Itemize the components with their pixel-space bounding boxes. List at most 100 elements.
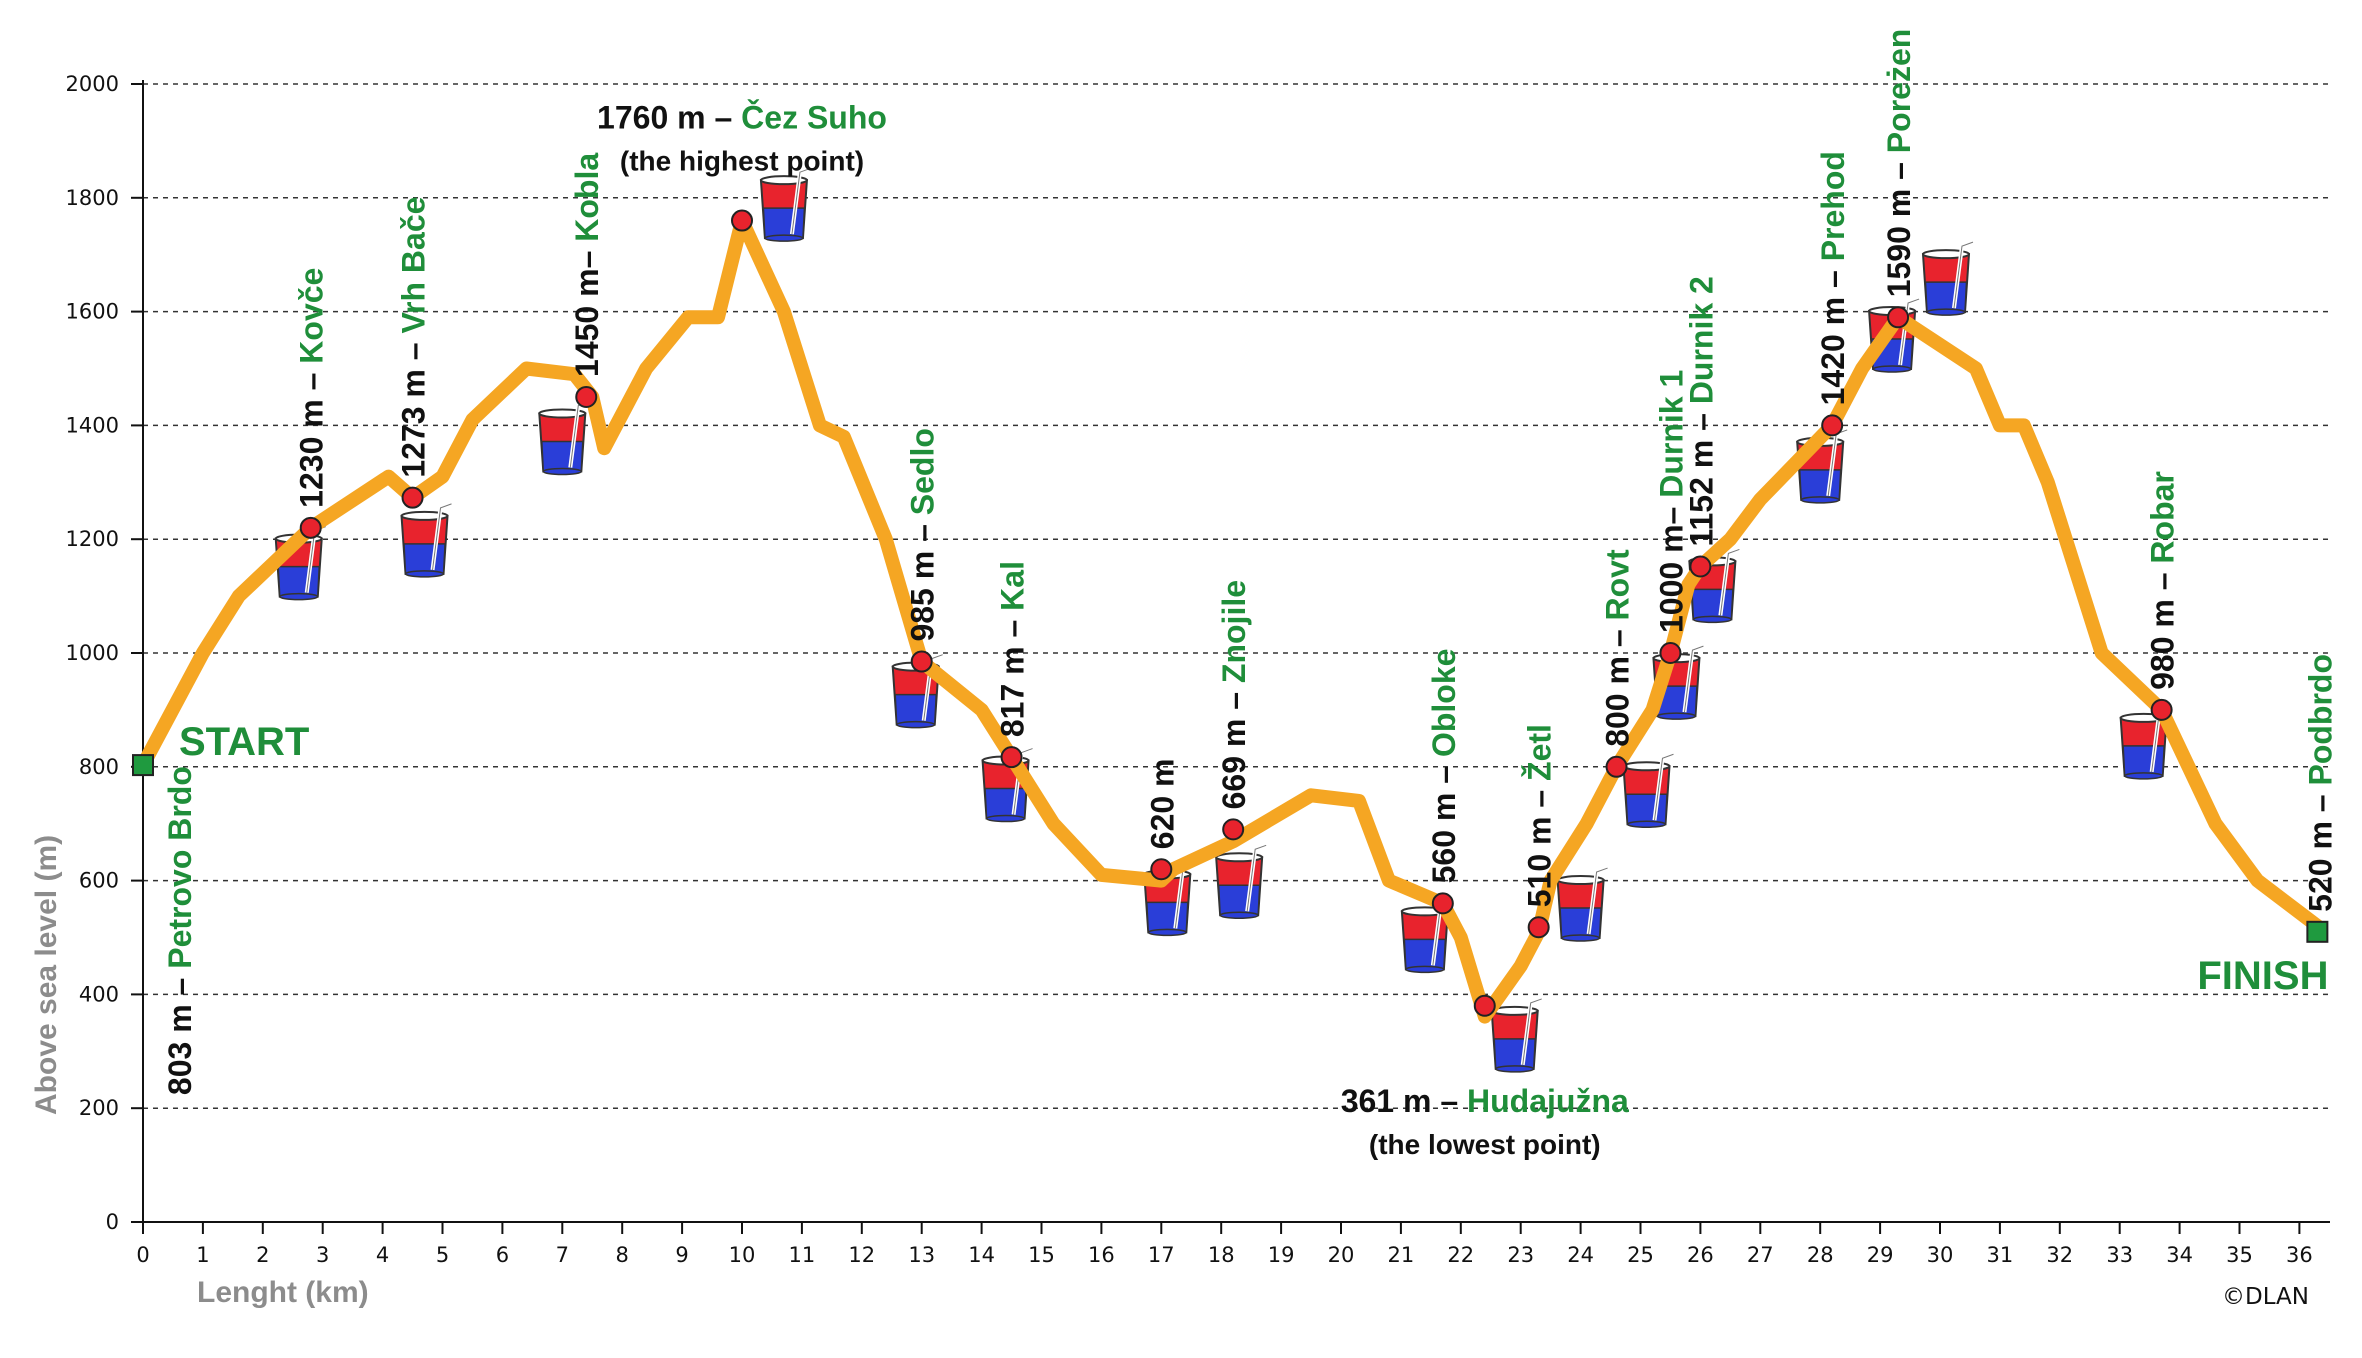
- start-marker: [132, 754, 154, 777]
- checkpoint-label: 800 m – Rovt: [1600, 549, 1636, 747]
- checkpoint-dot: [1222, 818, 1245, 841]
- checkpoint-altitude: 361 m –: [1341, 1083, 1467, 1119]
- checkpoint-name: Durnik 1: [1653, 370, 1689, 498]
- checkpoint-dot: [1527, 916, 1550, 939]
- checkpoint-dot: [401, 486, 424, 509]
- x-tick-label: 23: [1507, 1243, 1534, 1267]
- checkpoint-dot: [1000, 746, 1023, 769]
- checkpoint-label: 1420 m – Prehod: [1815, 151, 1851, 405]
- checkpoint-dot: [2150, 698, 2173, 721]
- x-tick-label: 5: [436, 1243, 449, 1267]
- drink-glass-icon: [1621, 752, 1676, 830]
- start-label: START: [179, 720, 309, 764]
- checkpoint-label: 620 m: [1144, 758, 1180, 849]
- checkpoint-note: (the lowest point): [1369, 1129, 1601, 1160]
- checkpoint-name: Znojile: [1216, 580, 1252, 683]
- checkpoint-label: 1760 m – Čez Suho: [597, 100, 887, 136]
- checkpoint-name: Kal: [995, 561, 1031, 611]
- x-tick-label: 33: [2106, 1243, 2133, 1267]
- y-tick-label: 1400: [66, 413, 119, 437]
- checkpoint-label: 817 m – Kal: [995, 561, 1031, 737]
- checkpoint-dot: [1605, 755, 1628, 778]
- x-tick-label: 22: [1447, 1243, 1474, 1267]
- drink-glass-icon: [399, 501, 454, 579]
- checkpoint-label: 1152 m – Durnik 2: [1683, 276, 1719, 546]
- copyright-label: ©DLAN: [2222, 1284, 2309, 1310]
- checkpoint-name: Vrh Bače: [396, 197, 432, 334]
- x-tick-label: 18: [1208, 1243, 1235, 1267]
- x-tick-label: 16: [1088, 1243, 1115, 1267]
- checkpoint-name: Durnik 2: [1683, 276, 1719, 404]
- checkpoint-dot: [299, 516, 322, 539]
- checkpoint-altitude: 510 m –: [1522, 781, 1558, 907]
- x-tick-label: 27: [1747, 1243, 1774, 1267]
- y-tick-label: 800: [79, 755, 119, 779]
- checkpoint-label: 1450 m– Kobla: [569, 153, 605, 377]
- drink-glass-icon: [1920, 240, 1975, 318]
- checkpoint-altitude: 669 m –: [1216, 683, 1252, 809]
- axes: 0 1 2 3 4 5 6 7 8 9 10 11 12 13 14 15 16 17 18 19 20 21 22 23 24…: [131, 80, 2330, 1267]
- x-tick-label: 36: [2286, 1243, 2313, 1267]
- x-tick-label: 7: [556, 1243, 569, 1267]
- x-axis-title: Lenght (km): [197, 1276, 369, 1309]
- checkpoint-name: Prehod: [1815, 151, 1851, 261]
- checkpoint-dot: [1473, 994, 1496, 1017]
- drink-glass-icon: [1489, 996, 1544, 1074]
- y-tick-label: 1200: [66, 527, 119, 551]
- x-tick-label: 32: [2046, 1243, 2073, 1267]
- checkpoint-altitude: 1450 m–: [569, 242, 605, 377]
- finish-marker: [2306, 920, 2329, 943]
- checkpoint-markers: [132, 209, 2329, 1017]
- y-tick-label: 400: [79, 982, 119, 1006]
- x-tick-label: 25: [1627, 1243, 1654, 1267]
- x-tick-label: 20: [1328, 1243, 1355, 1267]
- x-tick-label: 31: [1987, 1243, 2014, 1267]
- checkpoint-label: 510 m – Žetl: [1522, 724, 1558, 907]
- checkpoint-name: Poreżen: [1881, 29, 1917, 153]
- checkpoint-label: 985 m – Sedlo: [905, 428, 941, 641]
- checkpoint-altitude: 1000 m–: [1653, 498, 1689, 633]
- checkpoint-label: 1273 m – Vrh Bače: [396, 197, 432, 478]
- x-tick-label: 14: [968, 1243, 995, 1267]
- checkpoint-label: 361 m – Hudajužna: [1341, 1083, 1629, 1119]
- x-tick-label: 13: [908, 1243, 935, 1267]
- x-tick-label: 4: [376, 1243, 389, 1267]
- x-tick-label: 17: [1148, 1243, 1175, 1267]
- checkpoint-altitude: 980 m –: [2145, 564, 2181, 690]
- finish-altitude: 520 m –: [2302, 785, 2338, 911]
- x-tick-label: 9: [675, 1243, 688, 1267]
- x-tick-label: 6: [496, 1243, 509, 1267]
- checkpoint-name: Kovče: [294, 268, 330, 364]
- x-tick-label: 1: [196, 1243, 209, 1267]
- drink-glass-icon: [537, 399, 592, 477]
- elevation-line: [136, 213, 2325, 1024]
- x-tick-label: 34: [2166, 1243, 2193, 1267]
- checkpoint-altitude: 1420 m –: [1815, 261, 1851, 405]
- x-tick-label: 21: [1388, 1243, 1415, 1267]
- finish-location-label: 520 m – Podbrdo: [2302, 654, 2338, 912]
- x-tick-label: 29: [1867, 1243, 1894, 1267]
- x-tick-label: 30: [1927, 1243, 1954, 1267]
- checkpoint-altitude: 620 m: [1144, 758, 1180, 849]
- checkpoint-altitude: 560 m –: [1426, 757, 1462, 883]
- checkpoint-dot: [1150, 858, 1173, 881]
- checkpoint-dot: [1821, 414, 1844, 437]
- start-altitude: 803 m –: [162, 969, 198, 1095]
- checkpoint-dot: [1659, 642, 1682, 664]
- x-tick-label: 19: [1268, 1243, 1295, 1267]
- y-tick-label: 200: [79, 1096, 119, 1120]
- x-tick-label: 15: [1028, 1243, 1055, 1267]
- checkpoint-labels: 1230 m – Kovče 1273 m – Vrh Bače 1450 m– K…: [162, 29, 2338, 1160]
- start-name: Petrovo Brdo: [162, 766, 198, 969]
- checkpoint-name: Rovt: [1600, 549, 1636, 620]
- finish-label: FINISH: [2197, 954, 2328, 998]
- y-axis-title: Above sea level (m): [30, 835, 63, 1115]
- y-tick-label: 1600: [66, 300, 119, 324]
- x-tick-label: 26: [1687, 1243, 1714, 1267]
- x-tick-label: 8: [616, 1243, 629, 1267]
- checkpoint-name: Žetl: [1522, 724, 1558, 781]
- elevation-series-line: [136, 213, 2325, 1024]
- y-tick-label: 600: [79, 869, 119, 893]
- checkpoint-altitude: 985 m –: [905, 515, 941, 641]
